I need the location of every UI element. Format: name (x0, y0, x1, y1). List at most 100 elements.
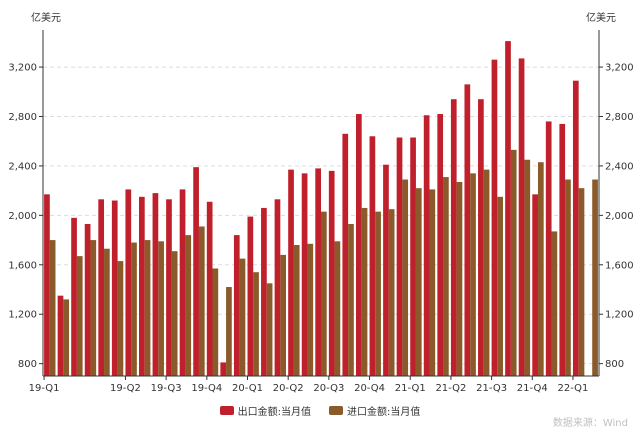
bar-import (239, 258, 246, 376)
legend-label-import: 进口金额:当月值 (347, 406, 421, 418)
bar-export (44, 194, 50, 376)
bar-export (369, 136, 376, 376)
bar-export (261, 207, 267, 376)
bar-import (117, 261, 124, 376)
bar-export (505, 41, 511, 376)
bar-import (185, 235, 192, 376)
bar-export (139, 196, 145, 376)
bar-export (383, 164, 389, 376)
bar-export (233, 235, 240, 376)
bar-import (90, 240, 97, 376)
y-tick-label-right: 2,800 (605, 112, 634, 123)
bar-import (63, 299, 70, 376)
data-source-note: 数据来源：Wind (552, 418, 628, 429)
bar-export (491, 59, 498, 377)
bar-export (396, 137, 403, 376)
bar-export (111, 200, 118, 376)
y-tick-label-right: 1,600 (605, 260, 634, 271)
y-tick-label-left: 2,800 (8, 112, 37, 123)
bar-export (71, 217, 77, 376)
bar-import (443, 177, 449, 376)
bar-export (410, 137, 416, 376)
legend: 出口金额:当月值 进口金额:当月值 (0, 402, 640, 418)
y-tick-label-right: 3,200 (605, 63, 634, 74)
legend-swatch-export (219, 405, 234, 415)
bar-import (483, 169, 490, 376)
bar-import (158, 241, 164, 376)
bar-import (144, 240, 151, 376)
bar-import (226, 287, 232, 376)
bar-import (415, 188, 422, 376)
y-tick-label-left: 3,200 (8, 63, 37, 74)
bar-export (437, 114, 444, 377)
x-tick-label: 20-Q4 (354, 383, 385, 394)
x-tick-label: 19-Q3 (151, 383, 182, 394)
bar-export (464, 84, 471, 376)
bar-export (274, 199, 281, 376)
x-tick-label: 21-Q4 (517, 383, 548, 394)
legend-item-import[interactable]: 进口金额:当月值 (329, 403, 420, 418)
bar-import (131, 242, 137, 376)
bar-export (166, 199, 172, 376)
bar-export (193, 167, 199, 376)
bar-import (293, 245, 300, 376)
bar-export (572, 80, 579, 377)
bar-export (206, 201, 213, 376)
chart-canvas: 亿美元 亿美元 800 800 1,200 1,200 1,600 1,600 2,000 2… (8, 11, 634, 394)
bar-export (301, 173, 308, 376)
y-tick-label-left: 2,400 (8, 161, 37, 172)
bar-import (334, 241, 341, 376)
bar-export (328, 170, 335, 376)
bar-export (125, 189, 132, 376)
y-tick-label-left: 800 (18, 359, 37, 370)
bar-import (307, 243, 314, 376)
y-tick-label-right: 2,400 (605, 161, 634, 172)
bar-import (104, 248, 110, 376)
legend-swatch-import (329, 405, 343, 415)
y-tick-label-left: 2,000 (8, 211, 37, 222)
y-tick-label-right: 800 (605, 359, 624, 370)
bar-export (423, 115, 430, 376)
bar-export (152, 193, 159, 376)
y-tick-label-left: 1,600 (8, 260, 37, 271)
bar-export (220, 362, 227, 376)
bar-import (361, 207, 368, 376)
bar-import (198, 226, 205, 376)
x-tick-label: 20-Q3 (313, 383, 344, 394)
bar-import (537, 162, 544, 376)
x-axis-ticks: 19-Q1 19-Q2 19-Q3 19-Q4 20-Q1 20-Q2 20-Q3 20-Q4… (29, 376, 588, 394)
bar-import (551, 231, 558, 376)
bar-import (510, 149, 517, 376)
bar-import (565, 179, 571, 376)
bar-import (375, 211, 381, 376)
bar-import (280, 254, 287, 376)
bar-import (578, 188, 585, 376)
x-tick-label: 21-Q3 (476, 383, 507, 394)
y-tick-label-right: 2,000 (605, 211, 634, 222)
x-tick-label: 19-Q4 (191, 383, 222, 394)
bar-import (402, 179, 409, 376)
bar-import (429, 189, 436, 376)
x-tick-label: 20-Q2 (273, 383, 304, 394)
x-tick-label: 21-Q1 (395, 383, 426, 394)
bar-import (348, 224, 354, 376)
x-tick-label: 19-Q1 (29, 383, 60, 394)
bar-export (518, 58, 525, 377)
x-tick-label: 21-Q2 (435, 383, 466, 394)
bar-import (76, 256, 83, 376)
x-tick-label: 19-Q2 (110, 383, 141, 394)
bar-export (532, 194, 538, 376)
bar-export (179, 189, 186, 376)
legend-item-export[interactable]: 出口金额:当月值 (219, 403, 311, 418)
bar-export (559, 123, 566, 377)
y-axis-unit-right: 亿美元 (586, 11, 616, 24)
bar-import (253, 272, 259, 376)
bar-export (315, 168, 321, 376)
bar-import (497, 196, 503, 376)
bar-export (57, 295, 64, 376)
bar-export (98, 199, 105, 376)
bar-import (266, 283, 273, 376)
bar-export (84, 224, 91, 376)
bar-export (342, 133, 349, 376)
bar-import (592, 179, 598, 376)
